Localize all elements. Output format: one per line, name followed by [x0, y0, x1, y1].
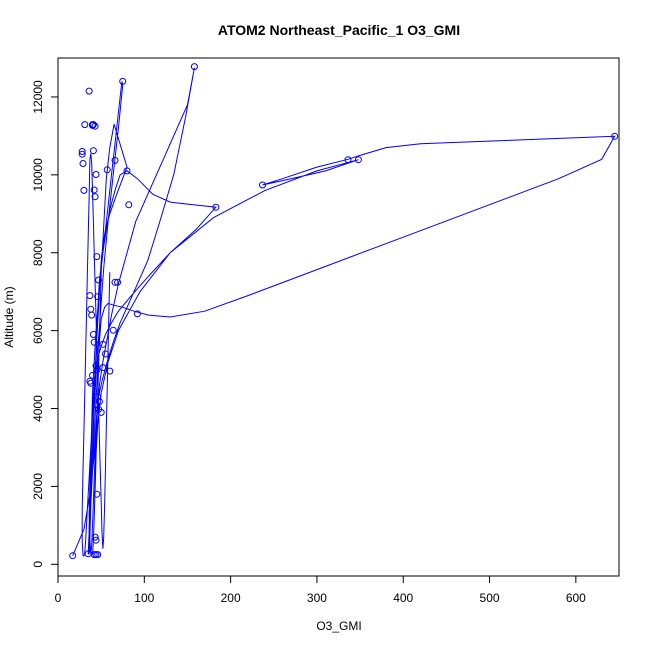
y-tick-label: 4000 [31, 395, 45, 422]
y-axis: 0 2000 4000 6000 8000 10000 12000 [31, 80, 59, 568]
data-point [91, 533, 99, 541]
data-point [92, 362, 100, 370]
series-layer [72, 67, 616, 557]
data-point [106, 367, 114, 375]
data-point [88, 311, 96, 319]
y-tick-label: 6000 [31, 317, 45, 344]
data-point [99, 364, 107, 372]
data-point [85, 87, 93, 95]
marker-layer [69, 63, 619, 560]
data-point [94, 293, 102, 301]
chart-title: ATOM2 Northeast_Pacific_1 O3_GMI [218, 22, 460, 38]
x-tick-label: 300 [307, 591, 327, 605]
data-point [91, 193, 99, 201]
data-point [93, 366, 101, 374]
data-point [89, 371, 96, 379]
data-point [79, 160, 87, 167]
data-point [102, 350, 109, 358]
data-point [125, 201, 133, 209]
data-point [133, 310, 141, 318]
data-point [114, 278, 122, 286]
y-tick-label: 2000 [31, 473, 45, 500]
data-point [94, 551, 102, 559]
x-tick-label: 500 [480, 591, 500, 605]
data-point [90, 338, 98, 346]
data-point [91, 122, 99, 130]
y-tick-label: 10000 [31, 158, 45, 192]
data-point [92, 171, 100, 178]
data-point [89, 331, 97, 338]
data-point [86, 292, 94, 300]
data-point [69, 552, 77, 560]
x-tick-label: 400 [393, 591, 413, 605]
data-point [93, 253, 101, 261]
data-point [89, 121, 97, 129]
data-point [354, 156, 362, 164]
data-point [86, 377, 94, 385]
data-point [92, 536, 100, 544]
data-point [94, 393, 102, 401]
data-point [95, 276, 103, 284]
y-axis-label: Altitude (m) [2, 286, 16, 347]
series-line [72, 67, 616, 557]
data-point [93, 490, 101, 498]
data-point [78, 148, 86, 155]
x-tick-label: 0 [55, 591, 62, 605]
x-tick-label: 200 [221, 591, 241, 605]
y-tick-label: 12000 [31, 80, 45, 114]
x-tick-label: 100 [134, 591, 154, 605]
data-point [259, 181, 266, 189]
data-point [78, 150, 86, 158]
data-point [123, 167, 131, 175]
data-point [190, 63, 198, 71]
data-point [111, 156, 119, 164]
data-point [109, 326, 117, 334]
x-axis-label: O3_GMI [316, 619, 361, 633]
x-tick-label: 600 [566, 591, 586, 605]
data-point [99, 340, 107, 348]
y-tick-label: 8000 [31, 239, 45, 266]
data-point [89, 147, 97, 155]
data-point [212, 203, 220, 211]
data-point [81, 121, 89, 129]
x-axis: 0 100 200 300 400 500 600 [55, 575, 586, 605]
data-point [90, 186, 98, 194]
data-point [80, 186, 88, 194]
data-point [344, 156, 352, 164]
data-point [119, 77, 127, 85]
data-point [103, 166, 111, 174]
data-point [611, 132, 619, 140]
data-point [92, 401, 100, 409]
y-tick-label: 0 [31, 561, 45, 568]
data-point [111, 278, 119, 286]
